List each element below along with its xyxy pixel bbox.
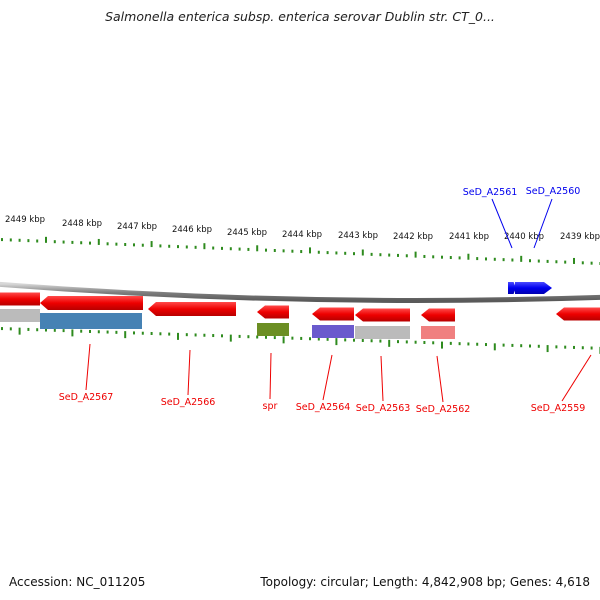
gene-SeD_A2560[interactable] xyxy=(515,282,552,294)
gene-features[interactable] xyxy=(0,282,600,339)
genome-backbone xyxy=(0,281,600,303)
leader-line xyxy=(436,355,444,403)
scale-label: 2443 kbp xyxy=(338,231,378,241)
gene-SeD_A2566[interactable] xyxy=(148,302,236,316)
gene-label-SeD_A2561[interactable]: SeD_A2561 xyxy=(463,187,518,198)
scale-ticks-outer xyxy=(1,236,600,266)
gene-label-SeD_A2564[interactable]: SeD_A2564 xyxy=(296,402,351,413)
gene-label-SeD_A2567[interactable]: SeD_A2567 xyxy=(59,392,114,403)
scale-label: 2441 kbp xyxy=(449,232,489,242)
scale-label: 2445 kbp xyxy=(227,228,267,238)
cog-SeD_A2564[interactable] xyxy=(312,325,354,338)
leader-line xyxy=(187,349,191,396)
gene-SeD_A2567[interactable] xyxy=(40,296,143,310)
scale-label: 2440 kbp xyxy=(504,232,544,242)
gene-SeD_A2561[interactable] xyxy=(508,282,516,294)
map-title: Salmonella enterica subsp. enterica sero… xyxy=(105,9,495,24)
scale-label: 2448 kbp xyxy=(62,219,102,229)
leader-line xyxy=(380,355,384,402)
gene-SeD_A2562[interactable] xyxy=(421,308,455,322)
scale-label: 2444 kbp xyxy=(282,230,322,240)
gene-spr[interactable] xyxy=(257,305,289,319)
gene-SeD_A2563[interactable] xyxy=(355,308,410,322)
scale-labels: 2449 kbp 2448 kbp 2447 kbp 2446 kbp 2445 kbp… xyxy=(5,215,600,242)
leader-line xyxy=(269,352,272,400)
genome-summary: Topology: circular; Length: 4,842,908 bp… xyxy=(260,575,590,589)
gene-label-SeD_A2560[interactable]: SeD_A2560 xyxy=(526,186,581,197)
scale-ticks-inner xyxy=(1,327,600,354)
leader-line xyxy=(491,198,513,249)
gene-SeD_A2568[interactable] xyxy=(0,292,40,306)
cog-SeD_A2567[interactable] xyxy=(40,313,142,329)
accession-text: Accession: NC_011205 xyxy=(9,575,146,589)
gene-label-SeD_A2566[interactable]: SeD_A2566 xyxy=(161,397,216,408)
gene-SeD_A2559[interactable] xyxy=(556,307,600,321)
leader-line xyxy=(561,354,592,402)
gene-label-spr[interactable]: spr xyxy=(263,401,278,412)
gene-label-SeD_A2562[interactable]: SeD_A2562 xyxy=(416,404,471,415)
leader-line xyxy=(85,343,91,391)
gene-labels[interactable]: SeD_A2567 SeD_A2566 spr SeD_A2564 SeD_A2563 S… xyxy=(59,186,592,415)
leader-line xyxy=(322,354,333,401)
cog-spr[interactable] xyxy=(257,323,289,336)
gene-label-SeD_A2563[interactable]: SeD_A2563 xyxy=(356,403,411,414)
scale-label: 2447 kbp xyxy=(117,222,157,232)
scale-label: 2439 kbp xyxy=(560,232,600,242)
cog-SeD_A2563[interactable] xyxy=(355,326,410,339)
gene-label-SeD_A2559[interactable]: SeD_A2559 xyxy=(531,403,586,414)
gene-SeD_A2564[interactable] xyxy=(312,307,354,321)
cog-SeD_A2562[interactable] xyxy=(421,326,455,339)
scale-label: 2449 kbp xyxy=(5,215,45,225)
scale-label: 2446 kbp xyxy=(172,225,212,235)
leader-line xyxy=(533,198,553,249)
scale-label: 2442 kbp xyxy=(393,232,433,242)
cog-SeD_A2568[interactable] xyxy=(0,309,40,322)
